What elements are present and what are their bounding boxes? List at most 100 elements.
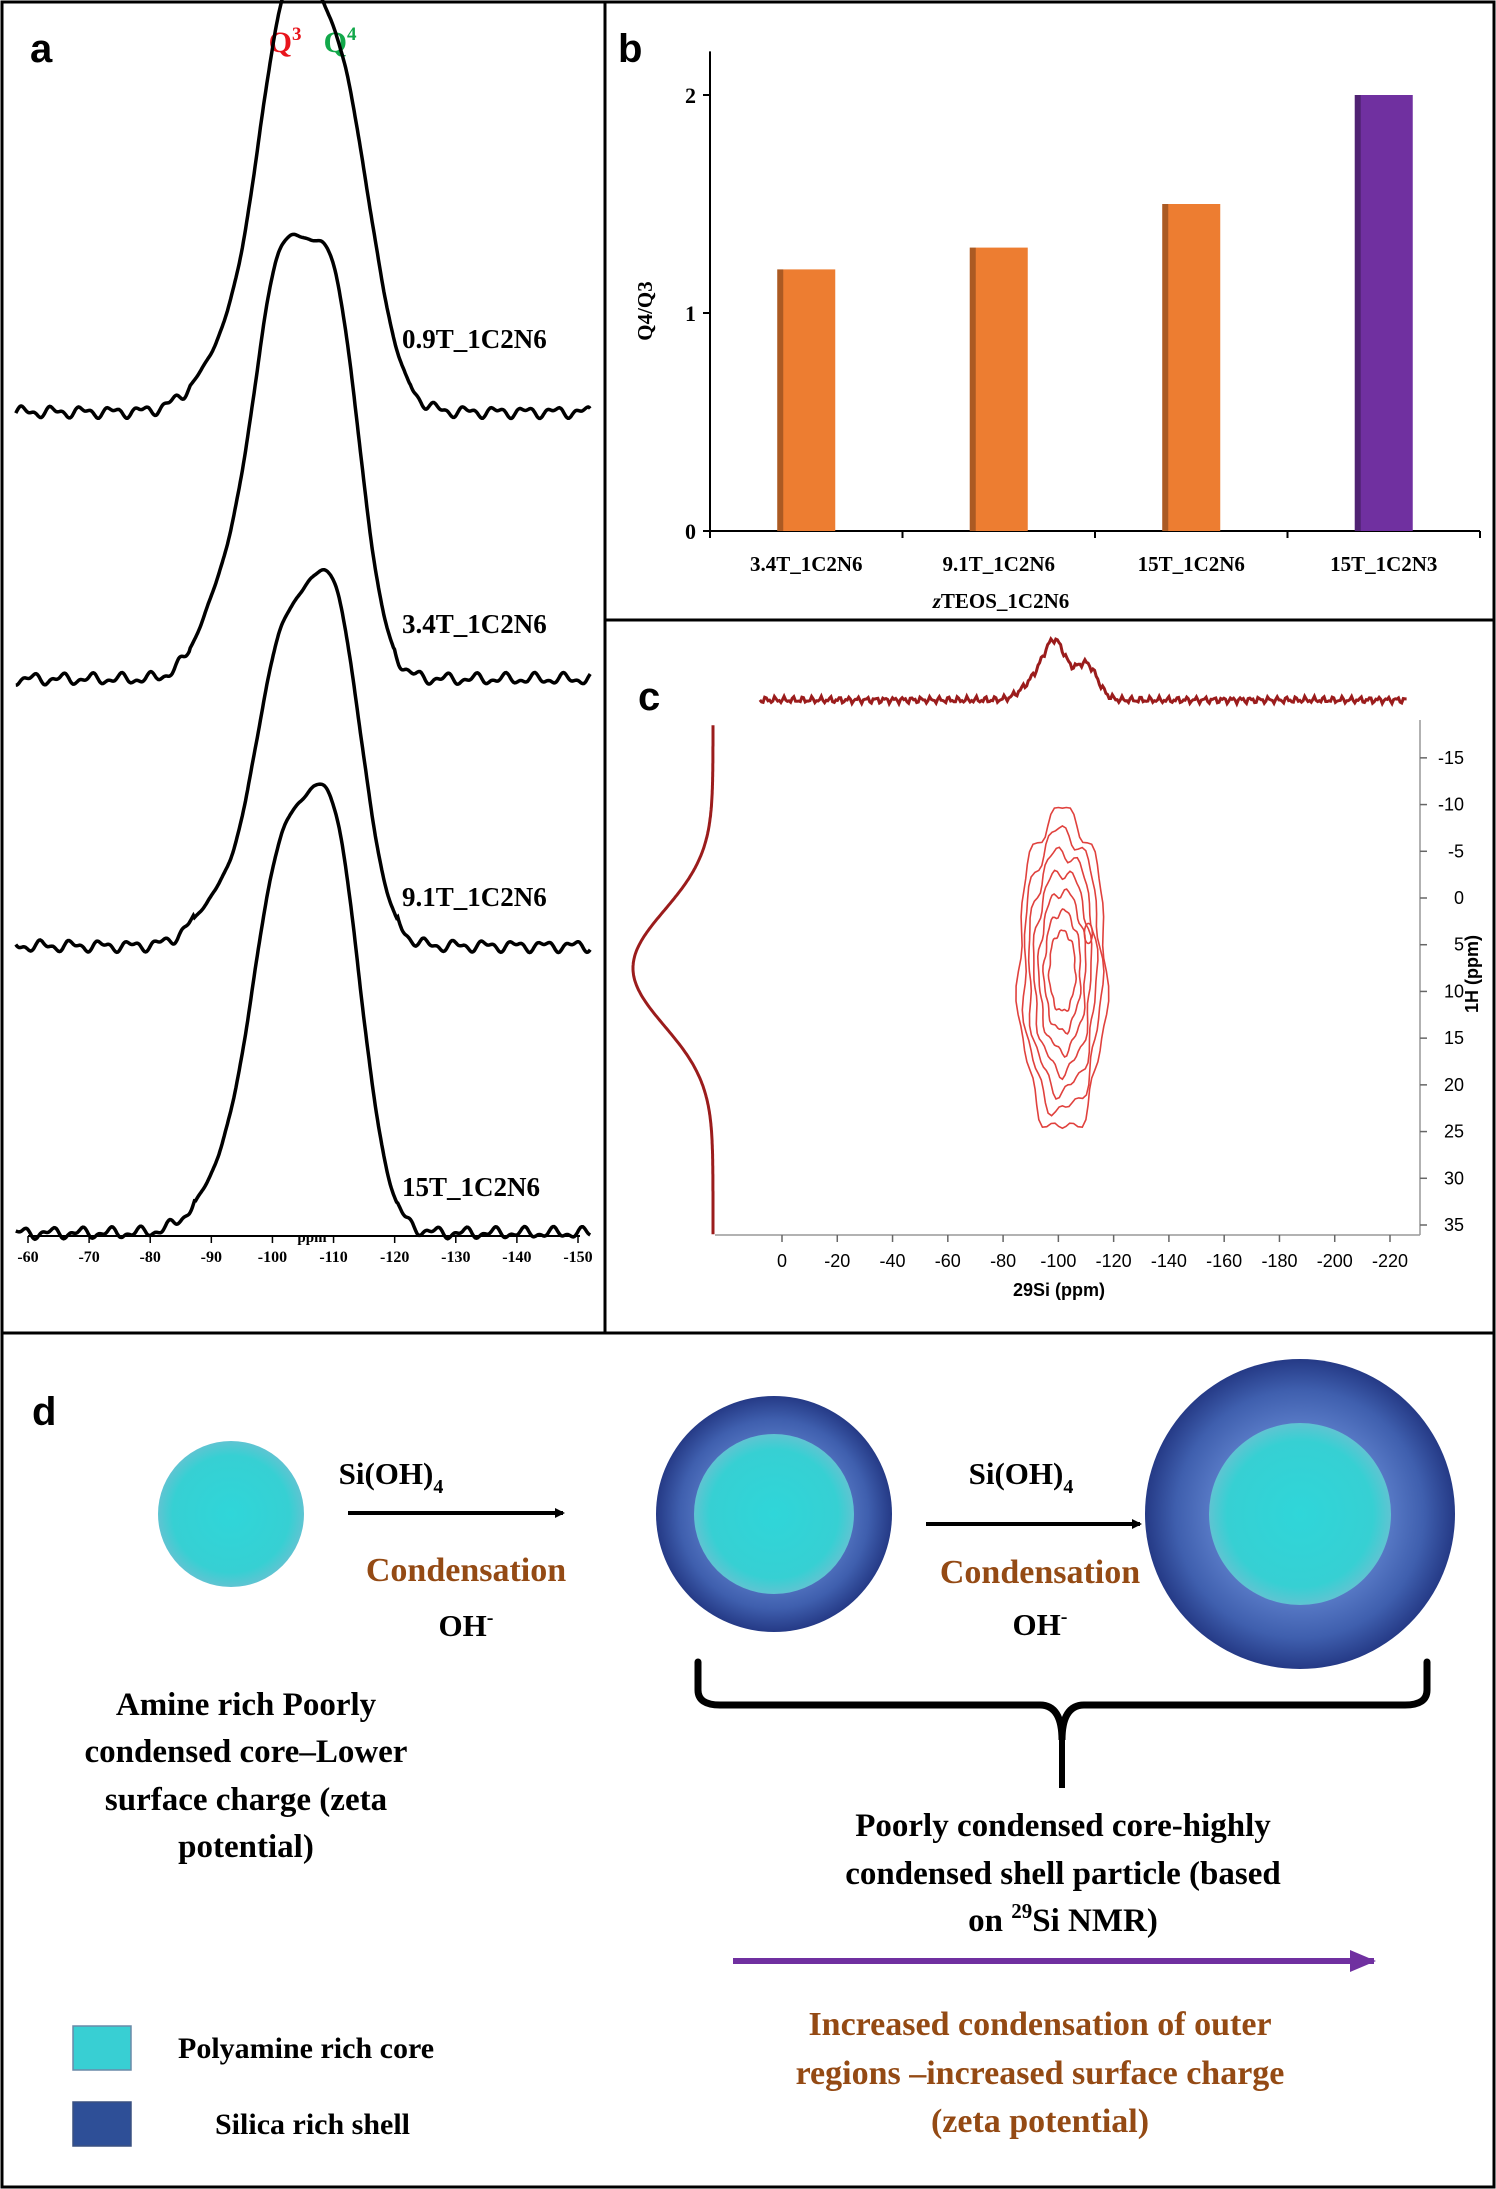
- axes: 0 -20 -40 -60 -80 -100 -120 -140 -160 -180 -200 -22…: [715, 720, 1464, 1271]
- reagent-label-2: Si(OH)4: [969, 1456, 1074, 1498]
- x-axis-label-rest: TEOS_1C2N6: [941, 589, 1069, 613]
- x-tick-label: -220: [1372, 1251, 1408, 1271]
- y-tick-label: -5: [1448, 841, 1464, 861]
- x-tick-label: -60: [17, 1249, 38, 1266]
- spectrum-15T_1C2N6: [15, 782, 592, 1242]
- bar-15T_1C2N6: [1162, 204, 1221, 531]
- contour-level-2: [1027, 846, 1099, 1101]
- panel-b-bar-chart: 0 1 2 3.4T_1C2N6 9.1T_1C2N6 15T_1C2N6 15T_1C2N…: [633, 51, 1481, 613]
- y-tick-label: -10: [1438, 795, 1464, 815]
- core-particle: [158, 1441, 304, 1587]
- legend-label-shell: Silica rich shell: [215, 2108, 410, 2141]
- x-axis: -60 -70 -80 -90 -100 -110 -120 -130 -140 -150: [17, 1235, 593, 1266]
- peak-labels: Q3 Q4: [269, 24, 357, 59]
- reagent-text-2: Si(OH): [969, 1456, 1064, 1491]
- shell-caption-line-2: condensed shell particle (based: [845, 1856, 1280, 1892]
- shell-caption: Poorly condensed core-highly condensed s…: [845, 1808, 1280, 1939]
- contour-level-4: [1036, 888, 1087, 1059]
- series-label-9.1T_1C2N6: 9.1T_1C2N6: [402, 882, 547, 912]
- bars: [777, 95, 1413, 531]
- shell-caption-line-1: Poorly condensed core-highly: [855, 1808, 1271, 1844]
- x-tick-label: -120: [1096, 1251, 1132, 1271]
- bar-3.4T_1C2N6: [777, 269, 836, 531]
- x-tick-label: -120: [380, 1249, 409, 1266]
- core-caption-line-2: condensed core–Lower: [85, 1734, 408, 1770]
- core-of-small-particle: [694, 1434, 854, 1594]
- y-tick-label: -15: [1438, 748, 1464, 768]
- y-tick-label: 1: [685, 301, 696, 326]
- x-axis-label: zTEOS_1C2N6: [932, 589, 1070, 613]
- y-tick-label: 15: [1444, 1028, 1464, 1048]
- base-sup-2: -: [1061, 1606, 1068, 1628]
- core-of-large-particle: [1209, 1423, 1391, 1605]
- panel-c-2d-nmr: 0 -20 -40 -60 -80 -100 -120 -140 -160 -180 -200 -22…: [631, 635, 1482, 1300]
- x-tick-label: -180: [1261, 1251, 1297, 1271]
- panel-letter-a: a: [30, 27, 53, 71]
- legend-label-core: Polyamine rich core: [178, 2032, 434, 2065]
- x-tick-label: -150: [563, 1249, 592, 1266]
- x-tick-label: -100: [1040, 1251, 1076, 1271]
- bar-shade-15T_1C2N6: [1162, 204, 1169, 531]
- x-tick-label: -20: [824, 1251, 850, 1271]
- base-sup-1: -: [487, 1607, 494, 1629]
- y-tick-label: 0: [1454, 888, 1464, 908]
- base-label-1: OH-: [439, 1607, 494, 1643]
- contour-level-1: [1021, 824, 1105, 1117]
- base-text-2: OH: [1013, 1607, 1061, 1642]
- panel-a-spectra: Q3 Q4 0.9T_1C2N6 3.4T_1C2N6 9.1T_1C2N6 15T_1…: [14, 0, 593, 1266]
- reagent-label-1: Si(OH)4: [339, 1456, 444, 1498]
- x-tick-label-15T_1C2N6: 15T_1C2N6: [1138, 552, 1245, 576]
- y-tick-label: 10: [1444, 981, 1464, 1001]
- x-tick-label-3.4T_1C2N6: 3.4T_1C2N6: [750, 552, 863, 576]
- reagent-text-1: Si(OH): [339, 1456, 434, 1491]
- base-text-1: OH: [439, 1608, 487, 1643]
- contours: [1015, 806, 1110, 1130]
- h-projection: [631, 725, 715, 1235]
- panel-letter-b: b: [618, 27, 642, 71]
- y-tick-label: 25: [1444, 1122, 1464, 1142]
- x-tick-label: -40: [880, 1251, 906, 1271]
- contour-level-0: [1015, 806, 1110, 1130]
- base-label-2: OH-: [1013, 1606, 1068, 1642]
- trend-caption-line-2: regions –increased surface charge: [796, 2055, 1285, 2092]
- series-labels: 0.9T_1C2N6 3.4T_1C2N6 9.1T_1C2N6 15T_1C2N6: [402, 324, 547, 1202]
- y-tick-label: 5: [1454, 935, 1464, 955]
- trend-caption: Increased condensation of outer regions …: [796, 2006, 1285, 2140]
- ticks: 0 1 2 3.4T_1C2N6 9.1T_1C2N6 15T_1C2N6 15T_1C2N…: [685, 83, 1481, 576]
- bar-15T_1C2N3: [1354, 95, 1413, 531]
- y-tick-label: 30: [1444, 1168, 1464, 1188]
- x-tick-label: -80: [990, 1251, 1016, 1271]
- x-axis-label: 29Si (ppm): [1013, 1280, 1105, 1300]
- x-axis-label: ppm: [297, 1230, 327, 1246]
- x-tick-label: -90: [201, 1249, 222, 1266]
- y-tick-label: 2: [685, 83, 696, 108]
- x-tick-label: 0: [777, 1251, 787, 1271]
- x-tick-label: -60: [935, 1251, 961, 1271]
- contour-level-3: [1032, 869, 1093, 1081]
- x-axis-label-italic: z: [932, 589, 942, 613]
- core-caption-line-1: Amine rich Poorly: [116, 1687, 377, 1723]
- panel-letter-c: c: [638, 675, 660, 719]
- contour-level-5: [1042, 908, 1082, 1035]
- y-tick-label: 35: [1444, 1215, 1464, 1235]
- x-tick-label: -100: [258, 1249, 287, 1266]
- x-tick-label: -130: [441, 1249, 470, 1266]
- x-tick-label: -200: [1317, 1251, 1353, 1271]
- x-tick-label: -140: [1151, 1251, 1187, 1271]
- trend-caption-line-3: (zeta potential): [931, 2103, 1149, 2140]
- series-label-3.4T_1C2N6: 3.4T_1C2N6: [402, 609, 547, 639]
- core-caption-line-3: surface charge (zeta: [105, 1782, 387, 1818]
- contour-inner-secondary: [1083, 922, 1094, 945]
- x-tick-label: -70: [78, 1249, 99, 1266]
- si-projection: [758, 635, 1407, 708]
- x-tick-label: -140: [502, 1249, 531, 1266]
- projections: [631, 635, 1407, 1235]
- legend: Polyamine rich core Silica rich shell: [72, 2025, 434, 2147]
- legend-swatch-core: [72, 2025, 132, 2071]
- spectrum-3.4T_1C2N6: [15, 232, 592, 687]
- condensation-label-1: Condensation: [366, 1552, 566, 1589]
- bar-shade-9.1T_1C2N6: [969, 247, 976, 531]
